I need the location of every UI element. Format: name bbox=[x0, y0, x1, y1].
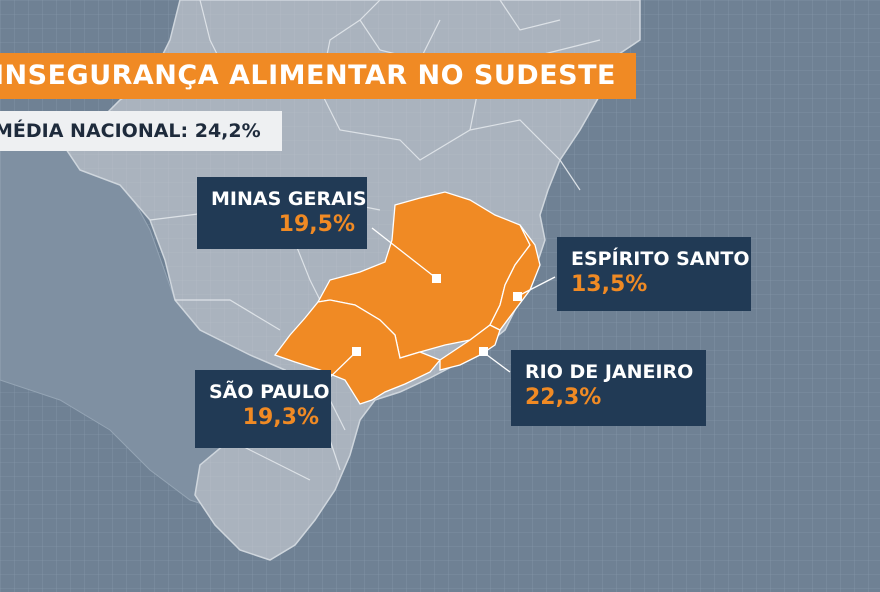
espirito-santo-marker bbox=[513, 292, 522, 301]
label-minas-gerais: MINAS GERAIS 19,5% bbox=[197, 177, 367, 249]
rio-de-janeiro-shape bbox=[439, 324, 501, 371]
minas-gerais-marker bbox=[432, 274, 441, 283]
region-name: SÃO PAULO bbox=[209, 381, 330, 403]
national-average-banner: MÉDIA NACIONAL: 24,2% bbox=[0, 111, 282, 151]
label-sao-paulo: SÃO PAULO 19,3% bbox=[195, 370, 331, 448]
label-rio-de-janeiro: RIO DE JANEIRO 22,3% bbox=[511, 350, 706, 426]
map-title: INSEGURANÇA ALIMENTAR NO SUDESTE bbox=[0, 53, 636, 99]
minas-gerais-shape bbox=[316, 191, 531, 359]
region-value: 13,5% bbox=[571, 272, 648, 297]
rio-de-janeiro-marker bbox=[479, 347, 488, 356]
sao-paulo-marker bbox=[352, 347, 361, 356]
label-espirito-santo: ESPÍRITO SANTO 13,5% bbox=[557, 237, 751, 311]
region-name: ESPÍRITO SANTO bbox=[571, 248, 750, 270]
region-name: RIO DE JANEIRO bbox=[525, 361, 694, 383]
espirito-santo-shape bbox=[489, 224, 541, 331]
region-value: 19,5% bbox=[278, 212, 355, 237]
region-value: 22,3% bbox=[525, 385, 602, 410]
region-value: 19,3% bbox=[242, 405, 319, 430]
region-name: MINAS GERAIS bbox=[211, 188, 367, 210]
